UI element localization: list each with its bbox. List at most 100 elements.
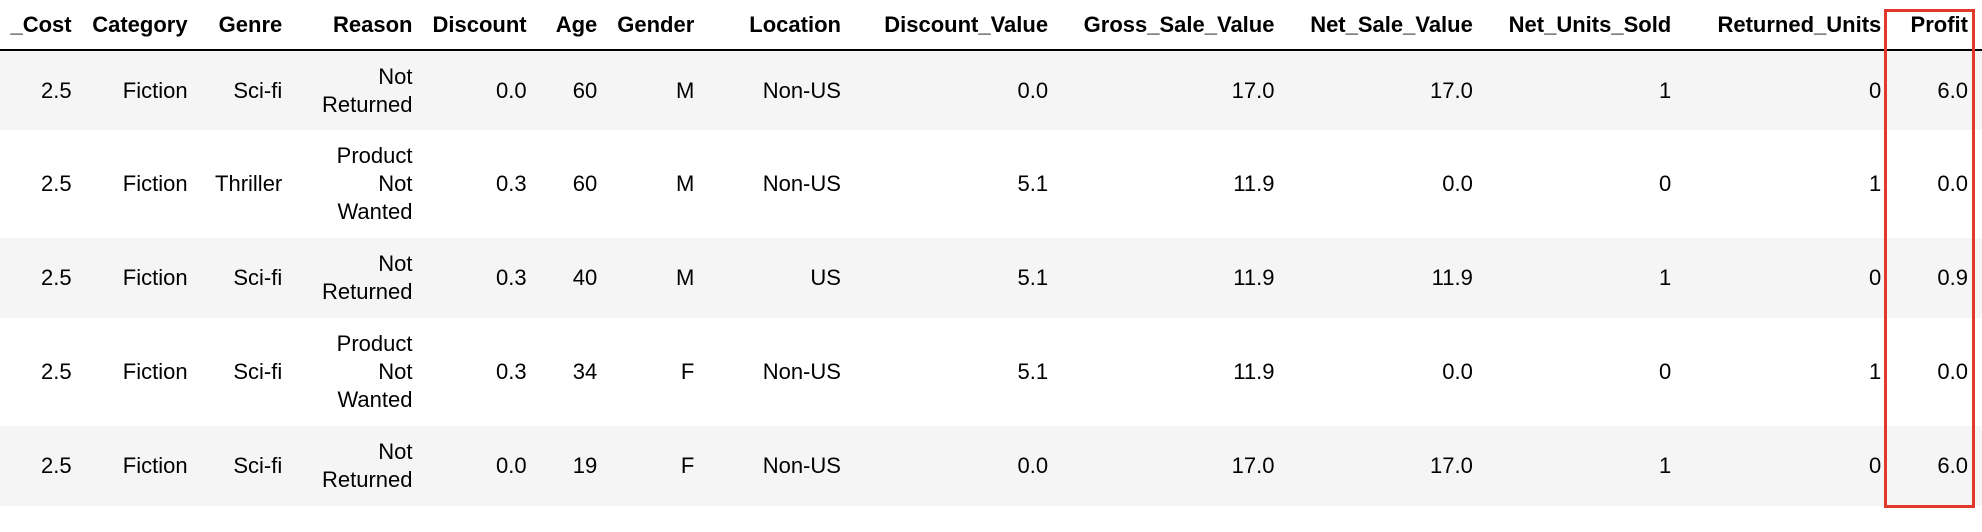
cell-discount-value: 5.1: [850, 238, 1059, 318]
cell-discount-value: 0.0: [850, 426, 1059, 506]
cell-age: 60: [536, 130, 608, 238]
cell-gross-sale-value: 11.9: [1058, 238, 1285, 318]
cell-returned-units: 0: [1681, 426, 1892, 506]
cell-cost: 2.5: [0, 130, 82, 238]
cell-gender: M: [607, 238, 705, 318]
cell-reason: Not Returned: [292, 238, 423, 318]
column-header-net-sale-value: Net_Sale_Value: [1284, 0, 1483, 51]
cell-reason: Product Not Wanted: [292, 130, 423, 238]
table-row: 2.5 Fiction Sci-fi Not Returned 0.3 40 M US 5.1 11…: [0, 238, 1982, 318]
cell-location: Non-US: [704, 318, 851, 426]
column-header-reason: Reason: [292, 0, 423, 51]
cell-age: 34: [536, 318, 608, 426]
cell-discount: 0.3: [422, 318, 537, 426]
cell-location: Non-US: [704, 426, 851, 506]
cell-discount-value: 5.1: [850, 130, 1059, 238]
cell-reason: Not Returned: [292, 50, 423, 130]
table-row: 2.5 Fiction Sci-fi Not Returned 0.0 19 F Non-US 0…: [0, 426, 1982, 506]
cell-discount: 0.0: [422, 426, 537, 506]
cell-profit: 0.9: [1891, 238, 1982, 318]
cell-discount: 0.3: [422, 238, 537, 318]
header-row: _Cost Category Genre Reason Discount Age…: [0, 0, 1982, 51]
cell-returned-units: 1: [1681, 130, 1892, 238]
column-header-profit: Profit: [1891, 0, 1982, 51]
cell-gross-sale-value: 17.0: [1058, 50, 1285, 130]
column-header-net-units-sold: Net_Units_Sold: [1482, 0, 1682, 51]
cell-net-sale-value: 0.0: [1284, 130, 1483, 238]
cell-net-sale-value: 11.9: [1284, 238, 1483, 318]
cell-genre: Sci-fi: [197, 50, 293, 130]
cell-cost: 2.5: [0, 318, 82, 426]
column-header-gender: Gender: [607, 0, 705, 51]
cell-genre: Sci-fi: [197, 426, 293, 506]
reason-line: Not: [378, 251, 413, 276]
reason-line: Product: [336, 143, 413, 168]
table-row: 2.5 Fiction Thriller Product Not Wanted 0.3 60 M…: [0, 130, 1982, 238]
cell-category: Fiction: [81, 50, 198, 130]
cell-net-units-sold: 0: [1482, 318, 1682, 426]
cell-discount-value: 0.0: [850, 50, 1059, 130]
cell-category: Fiction: [81, 318, 198, 426]
reason-line: Returned: [321, 279, 413, 304]
reason-line: Product: [336, 331, 413, 356]
cell-returned-units: 0: [1681, 238, 1892, 318]
reason-line: Not: [378, 171, 413, 196]
cell-cost: 2.5: [0, 238, 82, 318]
column-header-returned-units: Returned_Units: [1681, 0, 1892, 51]
reason-line: Not: [378, 359, 413, 384]
cell-gross-sale-value: 11.9: [1058, 130, 1285, 238]
cell-genre: Sci-fi: [197, 318, 293, 426]
cell-net-sale-value: 0.0: [1284, 318, 1483, 426]
cell-discount: 0.3: [422, 130, 537, 238]
cell-genre: Thriller: [197, 130, 293, 238]
cell-net-sale-value: 17.0: [1284, 50, 1483, 130]
cell-reason: Not Returned: [292, 426, 423, 506]
cell-discount: 0.0: [422, 50, 537, 130]
cell-age: 60: [536, 50, 608, 130]
reason-line: Wanted: [337, 387, 413, 412]
cell-returned-units: 0: [1681, 50, 1892, 130]
column-header-category: Category: [81, 0, 198, 51]
cell-gross-sale-value: 11.9: [1058, 318, 1285, 426]
cell-location: Non-US: [704, 50, 851, 130]
cell-profit: 6.0: [1891, 426, 1982, 506]
reason-line: Not: [378, 63, 413, 89]
column-header-cost: _Cost: [0, 0, 82, 51]
cell-age: 40: [536, 238, 608, 318]
cell-cost: 2.5: [0, 50, 82, 130]
column-header-genre: Genre: [197, 0, 293, 51]
cell-gender: F: [607, 318, 705, 426]
cell-net-units-sold: 1: [1482, 50, 1682, 130]
reason-line: Returned: [321, 467, 413, 492]
reason-line: Returned: [321, 91, 413, 117]
table-row: 2.5 Fiction Sci-fi Product Not Wanted 0.3 34 F No…: [0, 318, 1982, 426]
cell-location: US: [704, 238, 851, 318]
cell-profit: 6.0: [1891, 50, 1982, 130]
table-row: 2.5 Fiction Sci-fi Not Returned 0.0 60 M Non-US 0…: [0, 50, 1982, 130]
data-table: _Cost Category Genre Reason Discount Age…: [0, 0, 1982, 506]
column-header-discount: Discount: [422, 0, 537, 51]
cell-category: Fiction: [81, 426, 198, 506]
column-header-discount-value: Discount_Value: [850, 0, 1059, 51]
cell-gender: M: [607, 130, 705, 238]
cell-gross-sale-value: 17.0: [1058, 426, 1285, 506]
cell-discount-value: 5.1: [850, 318, 1059, 426]
reason-line: Not: [378, 439, 413, 464]
cell-reason: Product Not Wanted: [292, 318, 423, 426]
cell-net-units-sold: 1: [1482, 238, 1682, 318]
reason-line: Wanted: [337, 199, 413, 224]
column-header-gross-sale-value: Gross_Sale_Value: [1058, 0, 1285, 51]
cell-location: Non-US: [704, 130, 851, 238]
table-body: 2.5 Fiction Sci-fi Not Returned 0.0 60 M Non-US 0…: [0, 50, 1982, 506]
cell-cost: 2.5: [0, 426, 82, 506]
cell-returned-units: 1: [1681, 318, 1892, 426]
cell-age: 19: [536, 426, 608, 506]
cell-genre: Sci-fi: [197, 238, 293, 318]
cell-gender: F: [607, 426, 705, 506]
cell-profit: 0.0: [1891, 318, 1982, 426]
cell-profit: 0.0: [1891, 130, 1982, 238]
cell-net-units-sold: 0: [1482, 130, 1682, 238]
cell-net-sale-value: 17.0: [1284, 426, 1483, 506]
column-header-age: Age: [536, 0, 608, 51]
cell-gender: M: [607, 50, 705, 130]
